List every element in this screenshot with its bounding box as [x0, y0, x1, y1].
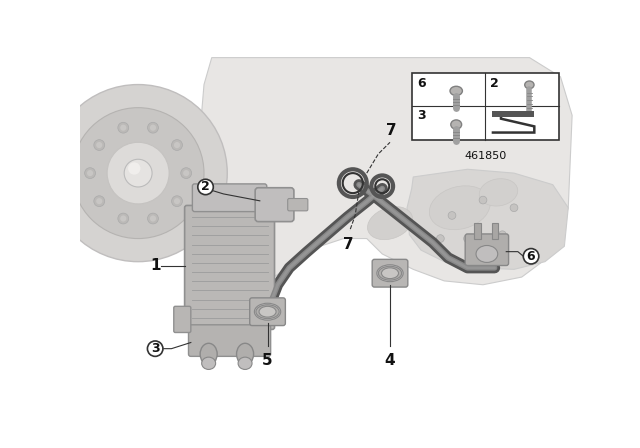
Circle shape	[463, 235, 472, 242]
Circle shape	[94, 196, 105, 207]
Ellipse shape	[367, 207, 413, 240]
Text: 2: 2	[201, 181, 210, 194]
Circle shape	[87, 170, 93, 176]
Text: 3: 3	[417, 109, 426, 122]
Ellipse shape	[479, 179, 518, 206]
Circle shape	[124, 159, 152, 187]
Circle shape	[118, 213, 129, 224]
Text: 2: 2	[490, 78, 499, 90]
FancyBboxPatch shape	[189, 325, 271, 356]
Ellipse shape	[256, 305, 279, 319]
FancyBboxPatch shape	[184, 206, 275, 329]
Circle shape	[96, 198, 102, 204]
Ellipse shape	[200, 343, 217, 365]
Circle shape	[180, 168, 191, 178]
Text: 461850: 461850	[465, 151, 507, 161]
Circle shape	[174, 198, 180, 204]
Circle shape	[150, 125, 156, 131]
Text: 5: 5	[262, 353, 273, 367]
Ellipse shape	[377, 265, 403, 282]
Circle shape	[148, 122, 158, 133]
Ellipse shape	[259, 306, 276, 317]
Circle shape	[72, 108, 204, 238]
Polygon shape	[193, 58, 572, 285]
Ellipse shape	[450, 86, 463, 95]
Circle shape	[174, 142, 180, 148]
Circle shape	[49, 85, 227, 262]
Bar	[492, 223, 498, 238]
Circle shape	[107, 142, 169, 204]
Bar	[474, 223, 481, 238]
FancyBboxPatch shape	[250, 298, 285, 326]
Text: 3: 3	[151, 342, 159, 355]
Circle shape	[172, 140, 182, 151]
FancyBboxPatch shape	[174, 306, 191, 332]
Circle shape	[172, 196, 182, 207]
Ellipse shape	[451, 120, 461, 129]
Ellipse shape	[381, 268, 399, 279]
Text: 6: 6	[417, 78, 426, 90]
FancyBboxPatch shape	[255, 188, 294, 222]
Ellipse shape	[525, 81, 534, 89]
Polygon shape	[407, 169, 568, 269]
Circle shape	[96, 142, 102, 148]
Text: 1: 1	[150, 258, 161, 273]
Text: 4: 4	[385, 353, 396, 367]
Circle shape	[118, 122, 129, 133]
Circle shape	[148, 213, 158, 224]
Circle shape	[198, 179, 213, 195]
Circle shape	[120, 125, 126, 131]
Ellipse shape	[378, 266, 402, 280]
Ellipse shape	[237, 343, 253, 365]
Circle shape	[120, 215, 126, 222]
Ellipse shape	[202, 357, 216, 370]
FancyBboxPatch shape	[288, 198, 308, 211]
Circle shape	[84, 168, 95, 178]
Ellipse shape	[254, 303, 281, 320]
FancyBboxPatch shape	[372, 259, 408, 287]
Ellipse shape	[238, 357, 252, 370]
Ellipse shape	[429, 186, 490, 230]
Bar	[492, 111, 534, 117]
Bar	[412, 73, 559, 140]
Circle shape	[510, 204, 518, 211]
FancyBboxPatch shape	[465, 234, 509, 266]
Text: 7: 7	[386, 124, 397, 138]
Circle shape	[94, 140, 105, 151]
Circle shape	[479, 196, 487, 204]
Circle shape	[150, 215, 156, 222]
Circle shape	[436, 235, 444, 242]
Circle shape	[499, 231, 506, 238]
Circle shape	[183, 170, 189, 176]
Circle shape	[128, 162, 140, 175]
Circle shape	[147, 341, 163, 356]
Text: 6: 6	[527, 250, 536, 263]
Ellipse shape	[476, 246, 498, 263]
Circle shape	[524, 249, 539, 264]
Circle shape	[448, 211, 456, 220]
Text: 7: 7	[343, 237, 353, 252]
FancyBboxPatch shape	[193, 184, 267, 211]
